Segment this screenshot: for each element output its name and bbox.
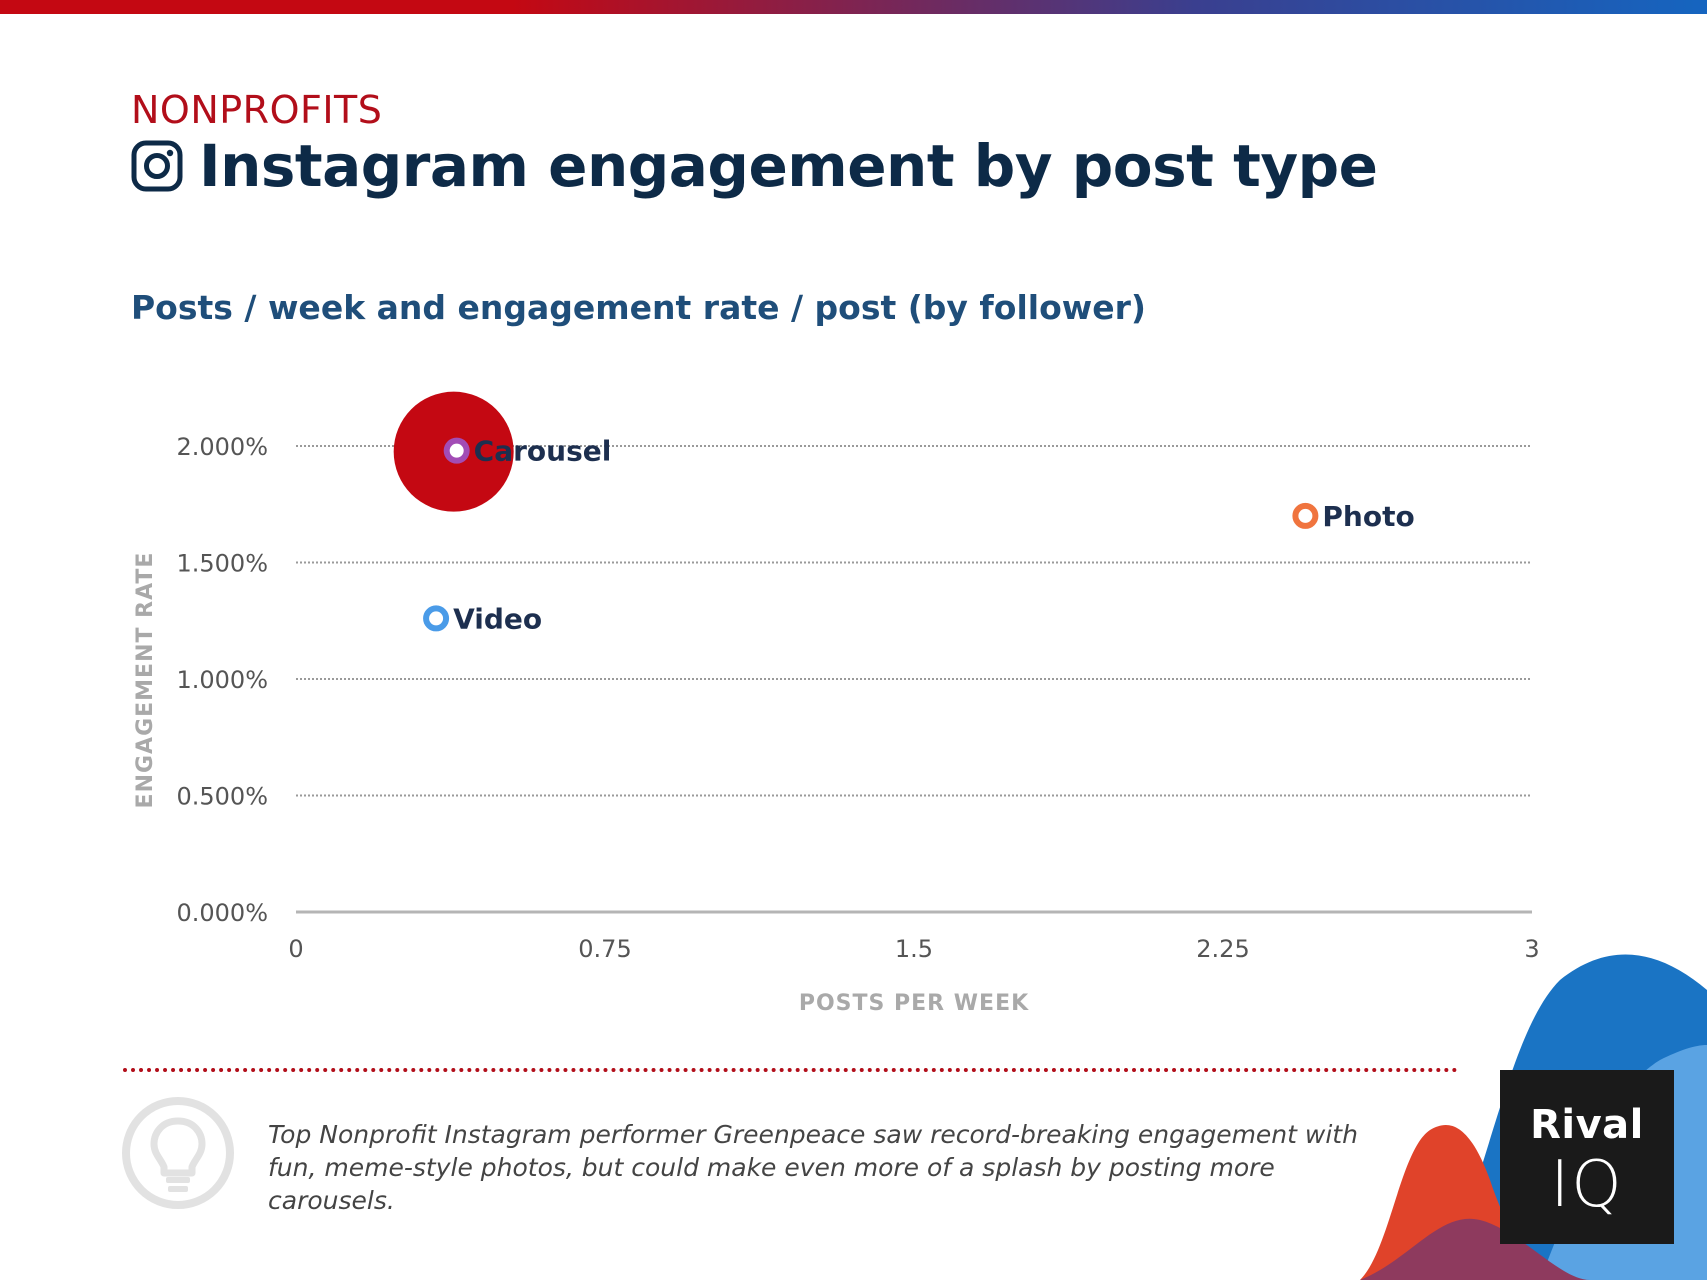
insight-text: Top Nonprofit Instagram performer Greenp…: [268, 1120, 1358, 1215]
chart-subtitle: Posts / week and engagement rate / post …: [131, 288, 1146, 327]
point-carousel: [443, 437, 470, 464]
x-tick-label: 1.5: [895, 935, 933, 963]
lightbulb-icon: [122, 1097, 234, 1209]
point-label-carousel: Carousel: [474, 435, 612, 468]
y-tick-label: 0.000%: [176, 899, 268, 927]
x-tick-label: 2.25: [1196, 935, 1249, 963]
point-label-video: Video: [453, 602, 542, 635]
x-tick-label: 3: [1524, 935, 1539, 963]
point-label-photo: Photo: [1322, 500, 1414, 533]
page-title: Instagram engagement by post type: [199, 132, 1378, 200]
y-axis-label: ENGAGEMENT RATE: [133, 552, 158, 809]
x-tick-label: 0: [288, 935, 303, 963]
y-tick-label: 0.500%: [176, 783, 268, 811]
logo-line2: IQ: [1550, 1148, 1624, 1222]
logo-line1: Rival: [1530, 1102, 1644, 1148]
y-tick-label: 1.500%: [176, 550, 268, 578]
point-photo: [1292, 502, 1319, 529]
category-label: NONPROFITS: [131, 88, 383, 132]
scatter-chart: 0.000% 0.500% 1.000% 1.500% 2.000% 0 0.75 1.5 2.…: [133, 391, 1540, 1016]
point-video: [423, 605, 450, 632]
top-accent-bar: [0, 0, 1707, 14]
y-tick-label: 2.000%: [176, 433, 268, 461]
section-divider: [123, 1068, 1458, 1072]
rival-iq-logo: Rival IQ: [1500, 1070, 1674, 1244]
y-tick-label: 1.000%: [176, 666, 268, 694]
title-row: Instagram engagement by post type: [131, 132, 1378, 200]
x-axis-label: POSTS PER WEEK: [799, 991, 1029, 1016]
instagram-icon: [131, 140, 183, 192]
x-tick-label: 0.75: [578, 935, 631, 963]
